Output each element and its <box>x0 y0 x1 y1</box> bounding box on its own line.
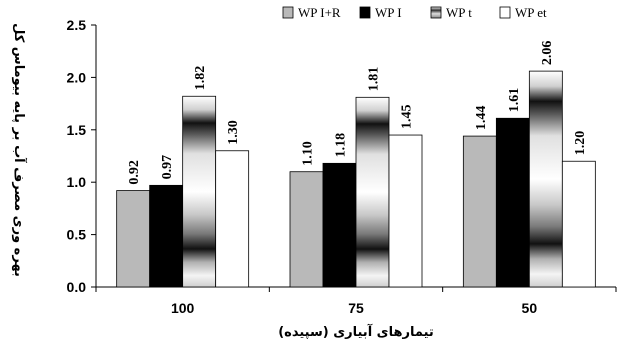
data-label: 1.18 <box>334 133 349 158</box>
x-tick-label: 50 <box>522 300 538 316</box>
x-tick-label: 100 <box>171 300 195 316</box>
data-label: 1.30 <box>226 120 241 145</box>
bar-2-2 <box>528 70 563 288</box>
legend-swatch-0 <box>282 6 294 19</box>
y-tick-label: 2.5 <box>67 17 87 33</box>
legend-label-3: WP et <box>515 5 547 20</box>
bar-0-0 <box>116 190 151 288</box>
data-label: 1.10 <box>301 141 316 166</box>
y-tick-label: 2.0 <box>67 69 87 85</box>
data-label: 1.82 <box>193 66 208 91</box>
data-label: 1.20 <box>573 131 588 156</box>
bar-0-1 <box>289 171 324 288</box>
x-axis-title: تیمارهای آبیاری (سپیده) <box>278 323 434 340</box>
tick-labels: 0.0 0.5 1.0 1.5 2.0 2.5 100 75 50 <box>67 17 538 316</box>
y-tick-label: 1.0 <box>67 174 87 190</box>
bar-0-2 <box>462 135 497 288</box>
x-tick-label: 75 <box>348 300 364 316</box>
data-label: 1.81 <box>367 67 382 92</box>
bar-1-1 <box>322 162 357 288</box>
legend-label-2: WP t <box>446 5 472 20</box>
data-label: 2.06 <box>540 41 555 66</box>
bar-2-1 <box>355 96 390 288</box>
legend-label-0: WP I+R <box>298 5 341 20</box>
legend-label-1: WP I <box>375 5 402 20</box>
data-label: 0.92 <box>127 160 142 185</box>
y-axis-title: بهره وری مصرف آب بر پایه بیوماس کل <box>11 23 28 277</box>
bar-3-0 <box>215 150 250 288</box>
legend-swatch-3 <box>499 6 511 19</box>
bar-2-0 <box>182 95 217 288</box>
legend-swatch-2 <box>430 6 442 19</box>
data-label: 1.44 <box>474 106 489 131</box>
bar-3-2 <box>561 160 596 288</box>
legend: WP I+R WP I WP t WP et <box>282 5 547 20</box>
y-tick-label: 0.0 <box>67 279 87 295</box>
data-label: 1.61 <box>507 88 522 113</box>
bar-1-2 <box>495 117 530 288</box>
y-tick-label: 0.5 <box>67 227 87 243</box>
data-label: 1.45 <box>400 105 415 130</box>
value-labels: 0.92 0.97 1.82 1.30 1.10 1.18 1.81 1.45 1.44 1.61… <box>127 41 588 185</box>
data-label: 0.97 <box>160 155 175 180</box>
y-tick-label: 1.5 <box>67 122 87 138</box>
legend-swatch-1 <box>359 6 371 19</box>
bar-3-1 <box>388 134 423 288</box>
bars <box>116 70 596 288</box>
bar-1-0 <box>149 184 184 288</box>
